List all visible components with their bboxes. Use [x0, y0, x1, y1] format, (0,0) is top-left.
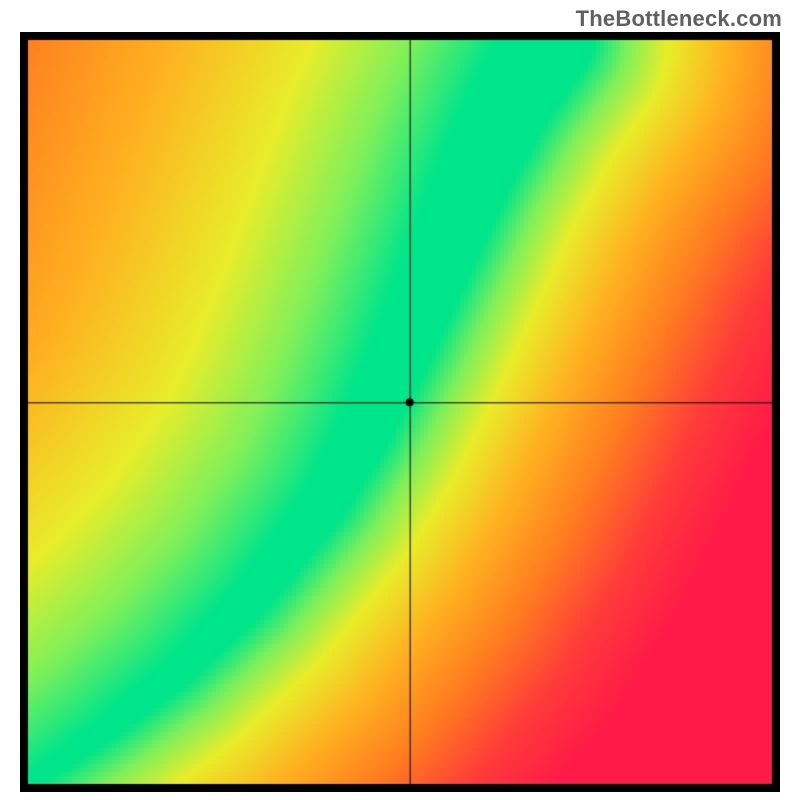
- bottleneck-heatmap: [20, 32, 780, 792]
- heatmap-canvas: [20, 32, 780, 792]
- watermark-text: TheBottleneck.com: [576, 6, 782, 32]
